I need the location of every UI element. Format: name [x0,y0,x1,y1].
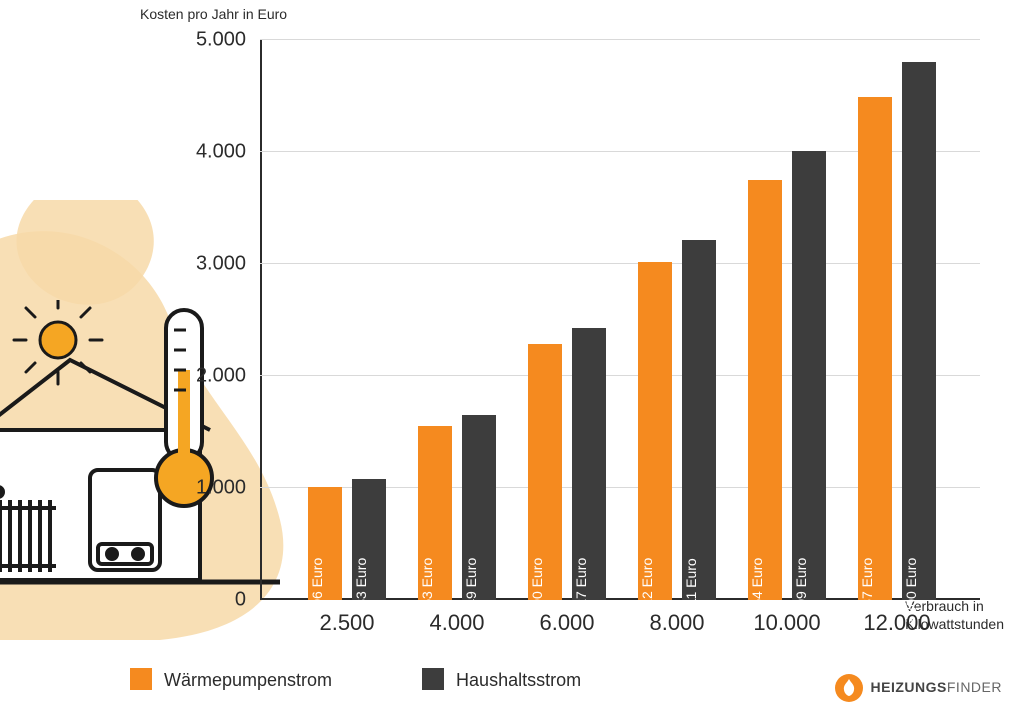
y-axis-title: Kosten pro Jahr in Euro [140,6,287,22]
bar-haushaltsstrom: 1.083 Euro [352,479,386,600]
bar-haushaltsstrom: 3.211 Euro [682,240,716,600]
brand-text-secondary: FINDER [947,679,1002,695]
house-illustration [0,300,280,610]
bar-haushaltsstrom: 2.427 Euro [572,328,606,600]
legend-swatch [422,668,444,690]
bar-waermepumpenstrom: 2.290 Euro [528,344,562,600]
x-tick-label: 4.000 [429,610,484,636]
x-tick-label: 12.000 [863,610,930,636]
bar-waermepumpenstrom: 4.487 Euro [858,97,892,600]
flame-icon [835,674,863,702]
bar-waermepumpenstrom: 1.553 Euro [418,426,452,600]
bar-group: 2.290 Euro2.427 Euro6.000 [524,40,610,600]
y-tick-label: 5.000 [196,29,246,52]
x-tick-label: 8.000 [649,610,704,636]
bar-haushaltsstrom: 1.649 Euro [462,415,496,600]
bar-group: 3.022 Euro3.211 Euro8.000 [634,40,720,600]
bar-group: 1.553 Euro1.649 Euro4.000 [414,40,500,600]
y-tick-label: 0 [235,589,246,612]
bar-waermepumpenstrom: 1.006 Euro [308,487,342,600]
bar-waermepumpenstrom: 3.022 Euro [638,262,672,600]
bar-group: 1.006 Euro1.083 Euro2.500 [304,40,390,600]
x-tick-label: 6.000 [539,610,594,636]
legend: Wärmepumpenstrom Haushaltsstrom [130,668,581,691]
bar-haushaltsstrom: 4.009 Euro [792,151,826,600]
bar-haushaltsstrom: 4.800 Euro [902,62,936,600]
legend-label: Wärmepumpenstrom [164,670,332,690]
y-tick-label: 3.000 [196,253,246,276]
legend-item: Haushaltsstrom [422,668,581,691]
y-tick-label: 1.000 [196,477,246,500]
y-tick-label: 2.000 [196,365,246,388]
bar-waermepumpenstrom: 3.754 Euro [748,180,782,600]
bar-group: 3.754 Euro4.009 Euro10.000 [744,40,830,600]
legend-label: Haushaltsstrom [456,670,581,690]
y-tick-label: 4.000 [196,141,246,164]
bar-group: 4.487 Euro4.800 Euro12.000 [854,40,940,600]
brand-logo: HEIZUNGSFINDER [835,674,1002,702]
x-tick-label: 10.000 [753,610,820,636]
legend-item: Wärmepumpenstrom [130,668,332,691]
y-axis-line [260,40,262,600]
bar-chart: 01.0002.0003.0004.0005.000 1.006 Euro1.0… [260,40,970,600]
infographic-root: Kosten pro Jahr in Euro Verbrauch inKilo… [0,0,1024,724]
x-tick-label: 2.500 [319,610,374,636]
legend-swatch [130,668,152,690]
brand-text-primary: HEIZUNGS [871,679,947,695]
